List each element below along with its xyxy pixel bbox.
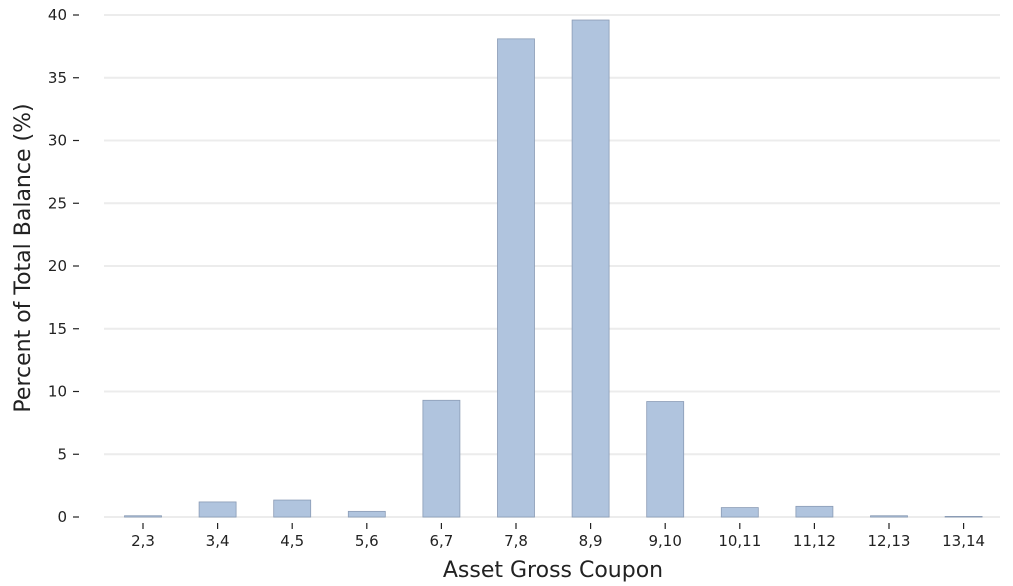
bar — [870, 515, 908, 518]
x-axis-ticks: 2,3 3,4 4,5 5,6 6,7 7,8 8,9 9,10 10,11 11,12 12,13… — [131, 523, 985, 550]
y-tick-label: 10 — [48, 383, 67, 401]
bar — [124, 515, 162, 518]
bars — [124, 19, 983, 518]
x-tick-label: 10,11 — [718, 532, 761, 550]
x-tick-label: 8,9 — [579, 532, 603, 550]
y-tick-label: 0 — [57, 508, 67, 526]
bar — [347, 510, 386, 518]
bar — [795, 505, 834, 518]
y-tick-label: 35 — [48, 69, 67, 87]
bar — [571, 19, 610, 518]
x-tick-label: 5,6 — [355, 532, 379, 550]
y-tick-label: 40 — [48, 6, 67, 24]
x-tick-label: 3,4 — [206, 532, 230, 550]
bar — [646, 401, 685, 518]
x-tick-label: 2,3 — [131, 532, 155, 550]
x-tick-label: 11,12 — [793, 532, 836, 550]
x-tick-label: 12,13 — [868, 532, 911, 550]
y-tick-label: 25 — [48, 194, 67, 212]
bar — [422, 399, 461, 518]
y-axis-ticks: 0 5 10 15 20 25 30 35 40 — [48, 6, 79, 526]
y-axis-label: Percent of Total Balance (%) — [11, 103, 36, 412]
x-tick-label: 6,7 — [429, 532, 453, 550]
x-tick-label: 7,8 — [504, 532, 528, 550]
y-tick-label: 15 — [48, 320, 67, 338]
bar — [944, 516, 983, 518]
y-tick-label: 30 — [48, 132, 67, 150]
bar — [720, 507, 759, 518]
y-tick-label: 5 — [57, 445, 67, 463]
x-axis-label: Asset Gross Coupon — [443, 558, 663, 582]
bar — [198, 501, 237, 518]
x-tick-label: 4,5 — [280, 532, 304, 550]
bar — [273, 499, 312, 518]
gridlines — [104, 14, 1000, 518]
y-tick-label: 20 — [48, 257, 67, 275]
x-tick-label: 13,14 — [942, 532, 985, 550]
bar — [497, 38, 535, 518]
x-tick-label: 9,10 — [648, 532, 681, 550]
